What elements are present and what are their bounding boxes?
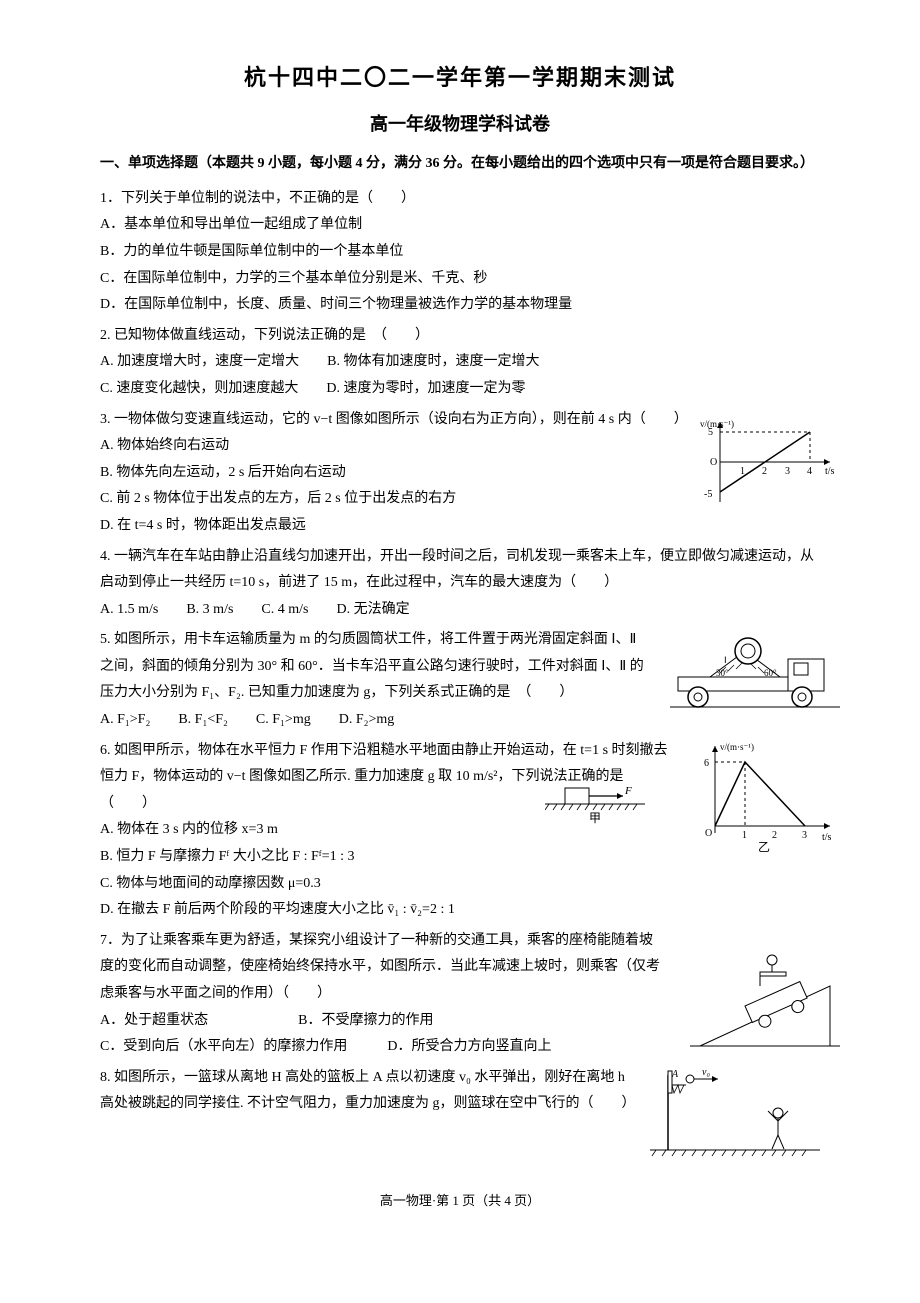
question-3: 3. 一物体做匀变速直线运动，它的 v−t 图像如图所示（设向右为正方向），则在…: [100, 407, 820, 540]
section-1-header: 一、单项选择题（本题共 9 小题，每小题 4 分，满分 36 分。在每小题给出的…: [100, 152, 820, 176]
q2-A: A. 加速度增大时，速度一定增大: [100, 349, 299, 376]
q1-C: C．在国际单位制中，力学的三个基本单位分别是米、千克、秒: [100, 266, 820, 293]
q6-caption-left: 甲: [589, 811, 601, 825]
q7-B: B．不受摩擦力的作用: [298, 1008, 433, 1035]
q1-A: A．基本单位和导出单位一起组成了单位制: [100, 212, 820, 239]
q8-v0: v₀: [702, 1067, 710, 1078]
q5-A: A. F₁>F₂: [100, 707, 150, 734]
q8-A: A: [671, 1069, 679, 1080]
q6-graph: v/(m·s⁻¹) t/s 1 2 3 6 O 乙: [690, 738, 840, 853]
svg-text:Ⅰ: Ⅰ: [724, 655, 727, 665]
q6-D: D. 在撤去 F 前后两个阶段的平均速度大小之比 v̄₁ : v̄₂=2 : 1: [100, 897, 670, 924]
svg-text:5: 5: [708, 427, 713, 438]
q4-stem: 4. 一辆汽车在车站由静止沿直线匀加速开出，开出一段时间之后，司机发现一乘客未上…: [100, 544, 820, 597]
q6-caption-right: 乙: [758, 840, 770, 853]
q4-options: A. 1.5 m/s B. 3 m/s C. 4 m/s D. 无法确定: [100, 597, 820, 624]
q5-D: D. F₂>mg: [339, 707, 395, 734]
q2-B: B. 物体有加速度时，速度一定增大: [327, 349, 539, 376]
svg-text:3: 3: [785, 466, 790, 477]
q1-options: A．基本单位和导出单位一起组成了单位制 B．力的单位牛顿是国际单位制中的一个基本…: [100, 212, 820, 318]
q7-C: C．受到向后（水平向左）的摩擦力作用: [100, 1034, 347, 1061]
q6-diagram-left: F 甲: [545, 780, 655, 826]
q5-diagram: 30° 60° Ⅰ: [670, 633, 840, 713]
exam-page: 杭十四中二〇二一学年第一学期期末测试 高一年级物理学科试卷 一、单项选择题（本题…: [0, 0, 920, 1303]
q6-xlabel: t/s: [822, 832, 832, 843]
question-1: 1．下列关于单位制的说法中，不正确的是（ ） A．基本单位和导出单位一起组成了单…: [100, 186, 820, 319]
q5-angle2: 60°: [764, 668, 777, 678]
q5-stem: 5. 如图所示，用卡车运输质量为 m 的匀质圆筒状工件，将工件置于两光滑固定斜面…: [100, 627, 650, 707]
q2-options-2: C. 速度变化越快，则加速度越大 D. 速度为零时，加速度一定为零: [100, 376, 820, 403]
q7-stem: 7．为了让乘客乘车更为舒适，某探究小组设计了一种新的交通工具，乘客的座椅能随着坡…: [100, 928, 660, 1008]
page-footer: 高一物理·第 1 页（共 4 页）: [100, 1190, 820, 1209]
q8-stem: 8. 如图所示，一篮球从离地 H 高处的篮板上 A 点以初速度 v₀ 水平弹出，…: [100, 1065, 640, 1118]
q6-B: B. 恒力 F 与摩擦力 Fᶠ 大小之比 F : Fᶠ=1 : 3: [100, 844, 670, 871]
svg-text:2: 2: [772, 830, 777, 841]
section-1-text: 一、单项选择题（本题共 9 小题，每小题 4 分，满分 36 分。在每小题给出的…: [100, 156, 814, 171]
q7-D: D．所受合力方向竖直向上: [387, 1034, 551, 1061]
q4-A: A. 1.5 m/s: [100, 597, 158, 624]
q6-C: C. 物体与地面间的动摩擦因数 μ=0.3: [100, 871, 670, 898]
question-8: 8. 如图所示，一篮球从离地 H 高处的篮板上 A 点以初速度 v₀ 水平弹出，…: [100, 1065, 820, 1160]
q6-ylabel: v/(m·s⁻¹): [720, 742, 754, 752]
q5-angle1: 30°: [716, 668, 729, 678]
question-2: 2. 已知物体做直线运动，下列说法正确的是 （ ） A. 加速度增大时，速度一定…: [100, 323, 820, 403]
q4-B: B. 3 m/s: [186, 597, 233, 624]
q2-D: D. 速度为零时，加速度一定为零: [326, 376, 525, 403]
page-title: 杭十四中二〇二一学年第一学期期末测试: [100, 60, 820, 92]
svg-text:2: 2: [762, 466, 767, 477]
svg-text:3: 3: [802, 830, 807, 841]
q8-diagram: A v₀: [650, 1065, 820, 1160]
page-subtitle: 高一年级物理学科试卷: [100, 110, 820, 136]
q5-B: B. F₁<F₂: [178, 707, 228, 734]
q4-D: D. 无法确定: [337, 597, 410, 624]
svg-text:-5: -5: [704, 489, 712, 500]
q3-D: D. 在 t=4 s 时，物体距出发点最远: [100, 513, 820, 540]
q1-D: D．在国际单位制中，长度、质量、时间三个物理量被选作力学的基本物理量: [100, 292, 820, 319]
q4-C: C. 4 m/s: [261, 597, 308, 624]
svg-text:6: 6: [704, 758, 709, 769]
q7-A: A．处于超重状态: [100, 1008, 208, 1035]
q2-options: A. 加速度增大时，速度一定增大 B. 物体有加速度时，速度一定增大: [100, 349, 820, 376]
q3-xlabel: t/s: [825, 466, 835, 477]
q1-stem: 1．下列关于单位制的说法中，不正确的是（ ）: [100, 186, 820, 213]
svg-text:4: 4: [807, 466, 812, 477]
question-4: 4. 一辆汽车在车站由静止沿直线匀加速开出，开出一段时间之后，司机发现一乘客未上…: [100, 544, 820, 624]
svg-text:O: O: [705, 828, 712, 839]
q3-ylabel: v/(m·s⁻¹): [700, 419, 734, 429]
svg-text:O: O: [710, 457, 717, 468]
q6-options: A. 物体在 3 s 内的位移 x=3 m B. 恒力 F 与摩擦力 Fᶠ 大小…: [100, 817, 670, 923]
q3-graph: v/(m·s⁻¹) t/s 1 2 3 4 5 -5 O: [700, 417, 840, 507]
q7-diagram: [690, 946, 840, 1056]
q5-C: C. F₁>mg: [256, 707, 311, 734]
question-6: 6. 如图甲所示，物体在水平恒力 F 作用下沿粗糙水平地面由静止开始运动，在 t…: [100, 738, 820, 924]
q2-C: C. 速度变化越快，则加速度越大: [100, 376, 298, 403]
question-5: 5. 如图所示，用卡车运输质量为 m 的匀质圆筒状工件，将工件置于两光滑固定斜面…: [100, 627, 820, 733]
q6-F: F: [624, 785, 632, 797]
q1-B: B．力的单位牛顿是国际单位制中的一个基本单位: [100, 239, 820, 266]
svg-text:1: 1: [742, 830, 747, 841]
q2-stem: 2. 已知物体做直线运动，下列说法正确的是 （ ）: [100, 323, 820, 350]
question-7: 7．为了让乘客乘车更为舒适，某探究小组设计了一种新的交通工具，乘客的座椅能随着坡…: [100, 928, 820, 1061]
